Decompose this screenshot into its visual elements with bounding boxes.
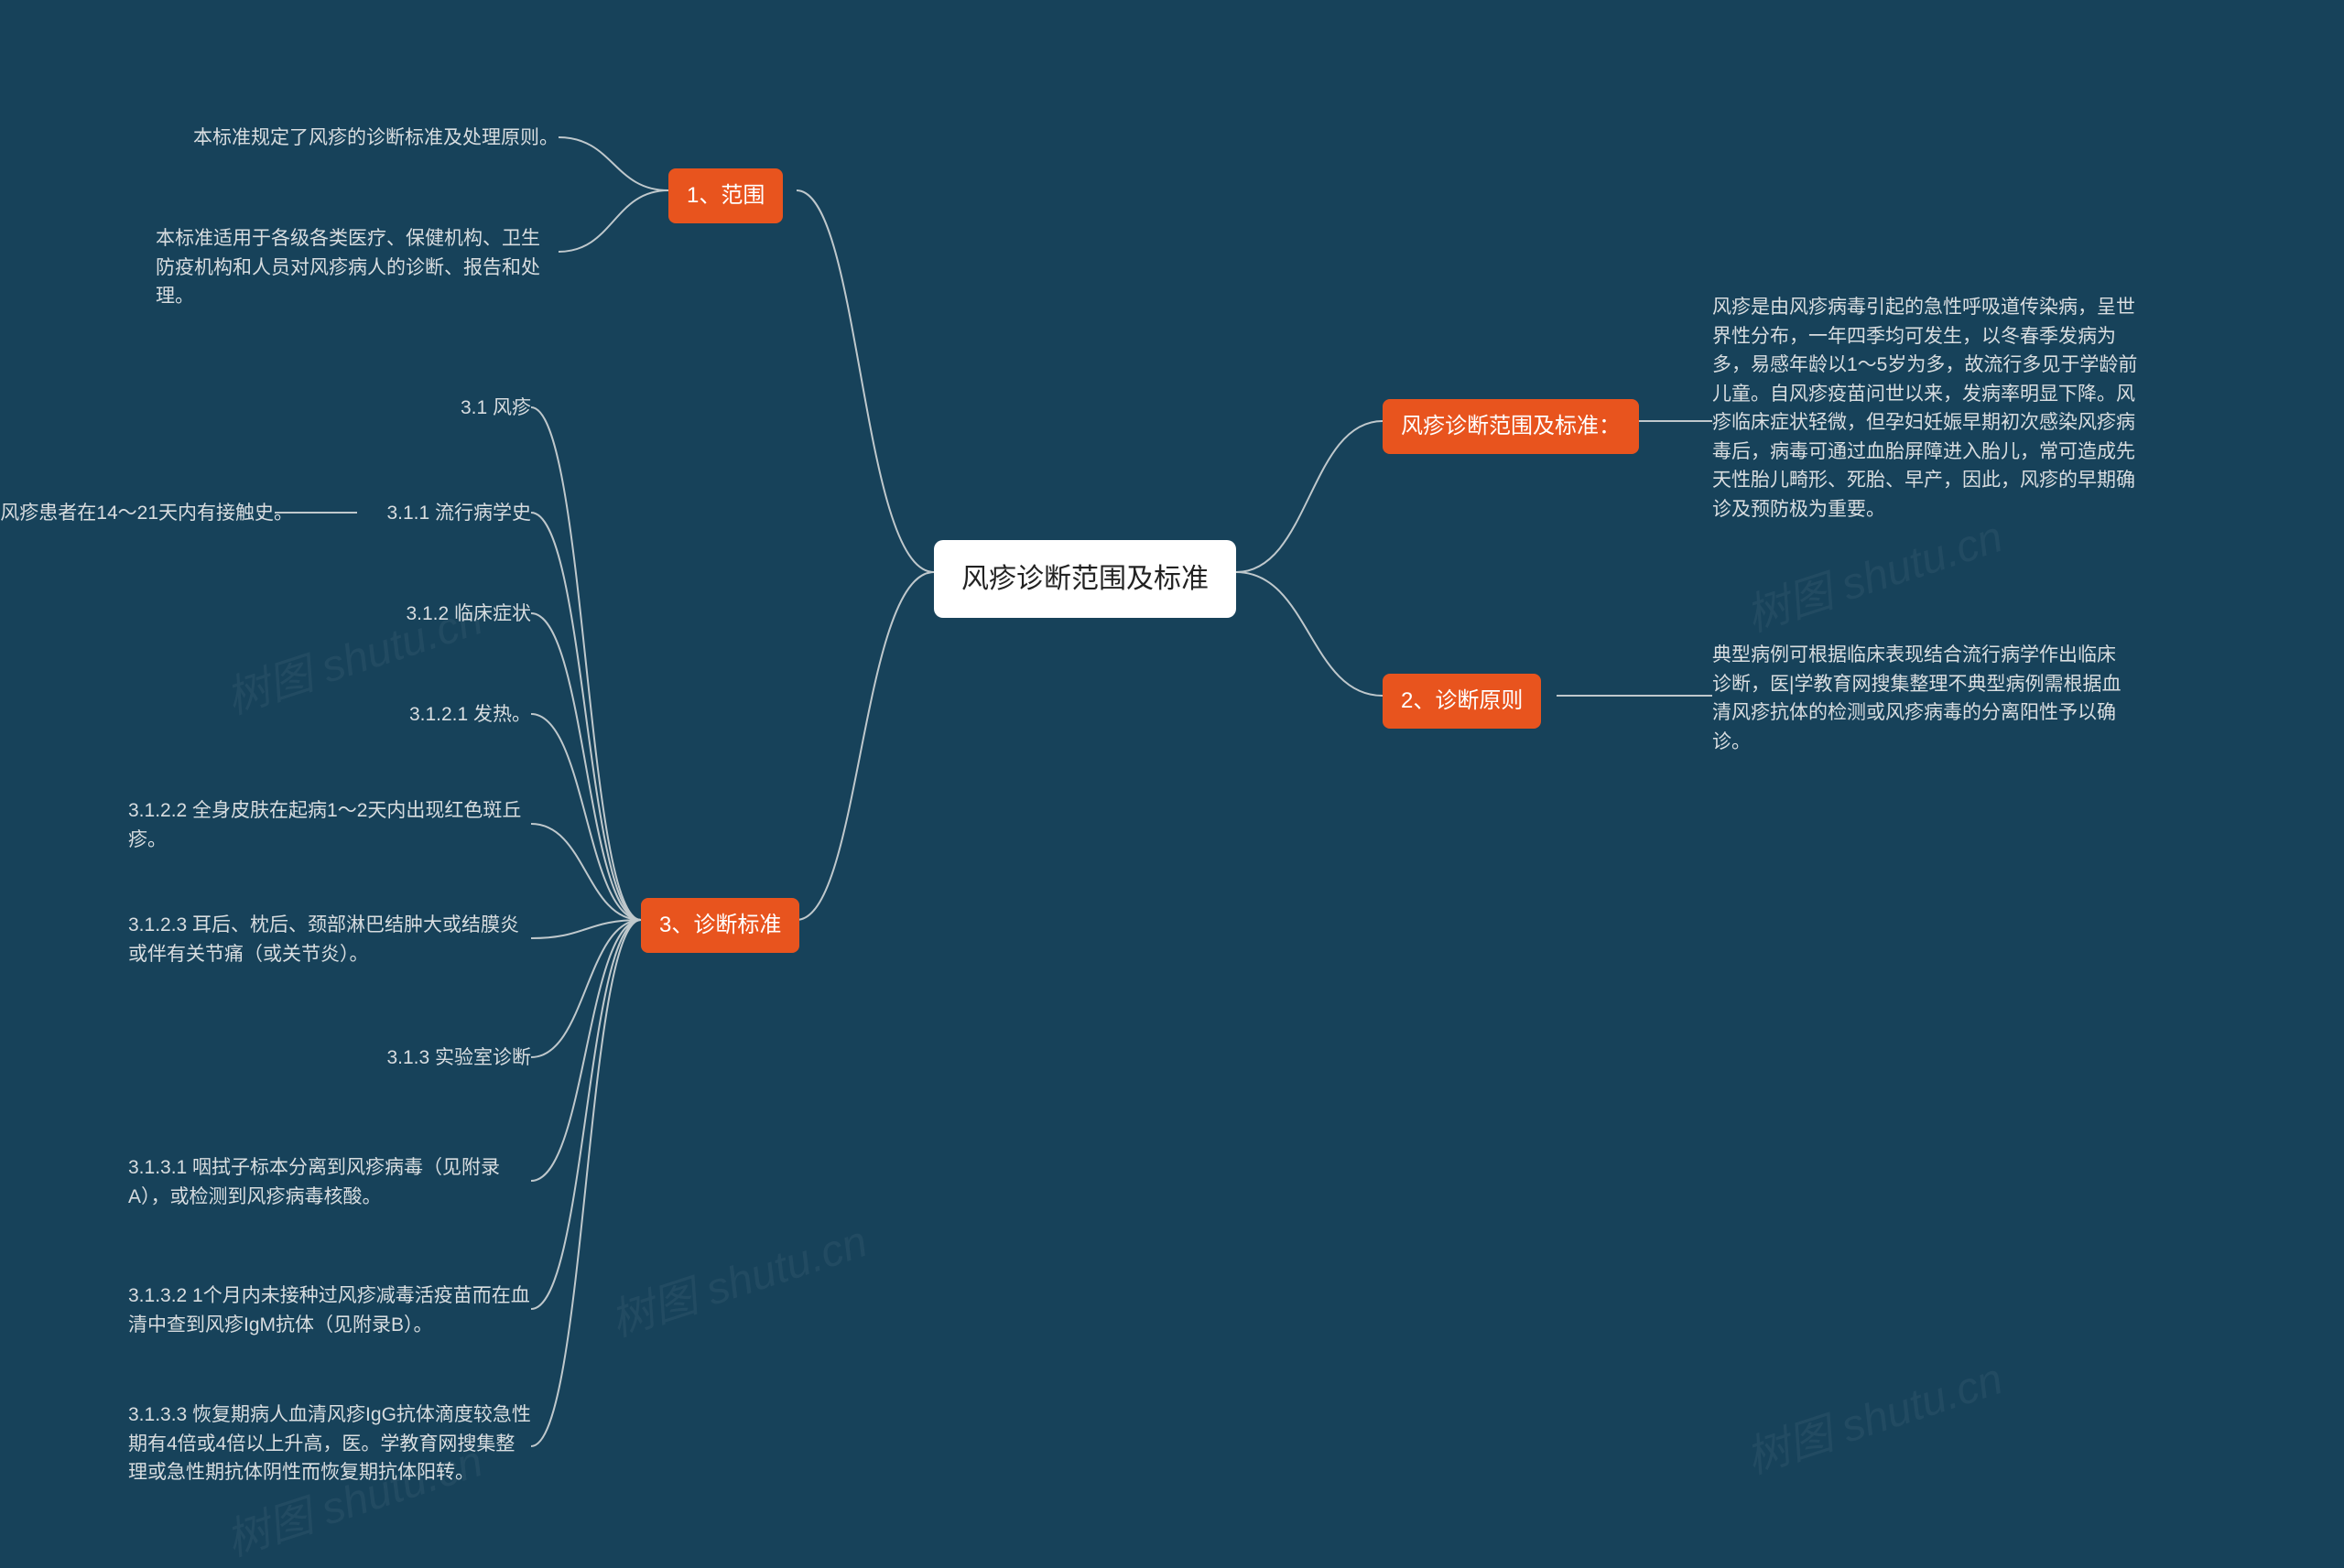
branch-criteria-label: 3、诊断标准 [659,913,781,937]
leaf-principle-text: 典型病例可根据临床表现结合流行病学作出临床诊断，医|学教育网搜集整理不典型病例需… [1712,644,2121,752]
leaf-c-8-text: 3.1.3.2 1个月内未接种过风疹减毒活疫苗而在血清中查到风疹IgM抗体（见附… [128,1285,530,1336]
leaf-c-5-text: 3.1.2.3 耳后、枕后、颈部淋巴结肿大或结膜炎或伴有关节痛（或关节炎）。 [128,914,519,965]
leaf-scope-1: 本标准规定了风疹的诊断标准及处理原则。 [174,124,559,153]
branch-intro[interactable]: 风疹诊断范围及标准： [1383,399,1639,454]
leaf-c-4: 3.1.2.2 全身皮肤在起病1～2天内出现红色斑丘疹。 [128,796,531,854]
leaf-c-3: 3.1.2.1 发热。 [128,700,531,730]
leaf-c-1: 3.1.1 流行病学史 [357,499,531,528]
root-label: 风疹诊断范围及标准 [961,564,1209,594]
watermark: 树图 shutu.cn [601,1206,874,1348]
leaf-c-7-text: 3.1.3.1 咽拭子标本分离到风疹病毒（见附录A），或检测到风疹病毒核酸。 [128,1157,500,1207]
branch-scope[interactable]: 1、范围 [668,168,783,223]
root-node[interactable]: 风疹诊断范围及标准 [934,540,1236,618]
leaf-c-1-extra-text: 与确诊的风疹患者在14～21天内有接触史。 [0,503,293,524]
leaf-scope-1-text: 本标准规定了风疹的诊断标准及处理原则。 [193,127,559,148]
branch-principle-label: 2、诊断原则 [1401,688,1523,713]
leaf-principle-detail: 典型病例可根据临床表现结合流行病学作出临床诊断，医|学教育网搜集整理不典型病例需… [1712,641,2133,756]
leaf-c-8: 3.1.3.2 1个月内未接种过风疹减毒活疫苗而在血清中查到风疹IgM抗体（见附… [128,1281,531,1339]
branch-principle[interactable]: 2、诊断原则 [1383,674,1541,729]
branch-intro-label: 风疹诊断范围及标准： [1401,414,1621,438]
leaf-c-1-text: 3.1.1 流行病学史 [386,503,531,524]
leaf-c-7: 3.1.3.1 咽拭子标本分离到风疹病毒（见附录A），或检测到风疹病毒核酸。 [128,1153,531,1211]
leaf-c-0-text: 3.1 风疹 [461,397,531,418]
leaf-c-9-text: 3.1.3.3 恢复期病人血清风疹IgG抗体滴度较急性期有4倍或4倍以上升高，医… [128,1404,531,1483]
branch-criteria[interactable]: 3、诊断标准 [641,898,799,953]
leaf-c-5: 3.1.2.3 耳后、枕后、颈部淋巴结肿大或结膜炎或伴有关节痛（或关节炎）。 [128,911,531,968]
leaf-c-6: 3.1.3 实验室诊断 [128,1044,531,1073]
leaf-c-6-text: 3.1.3 实验室诊断 [386,1047,531,1068]
watermark: 树图 shutu.cn [1736,1343,2009,1486]
leaf-intro-detail: 风疹是由风疹病毒引起的急性呼吸道传染病，呈世界性分布，一年四季均可发生，以冬春季… [1712,293,2152,524]
leaf-scope-2-text: 本标准适用于各级各类医疗、保健机构、卫生防疫机构和人员对风疹病人的诊断、报告和处… [156,228,540,307]
leaf-intro-text: 风疹是由风疹病毒引起的急性呼吸道传染病，呈世界性分布，一年四季均可发生，以冬春季… [1712,297,2137,520]
leaf-c-0: 3.1 风疹 [128,394,531,423]
leaf-c-4-text: 3.1.2.2 全身皮肤在起病1～2天内出现红色斑丘疹。 [128,800,521,850]
leaf-c-1-extra: 与确诊的风疹患者在14～21天内有接触史。 [0,499,293,528]
leaf-c-9: 3.1.3.3 恢复期病人血清风疹IgG抗体滴度较急性期有4倍或4倍以上升高，医… [128,1400,531,1487]
leaf-c-2: 3.1.2 临床症状 [128,600,531,629]
branch-scope-label: 1、范围 [687,183,765,208]
leaf-c-2-text: 3.1.2 临床症状 [406,603,531,624]
leaf-c-3-text: 3.1.2.1 发热。 [409,704,531,725]
leaf-scope-2: 本标准适用于各级各类医疗、保健机构、卫生防疫机构和人员对风疹病人的诊断、报告和处… [156,224,559,311]
